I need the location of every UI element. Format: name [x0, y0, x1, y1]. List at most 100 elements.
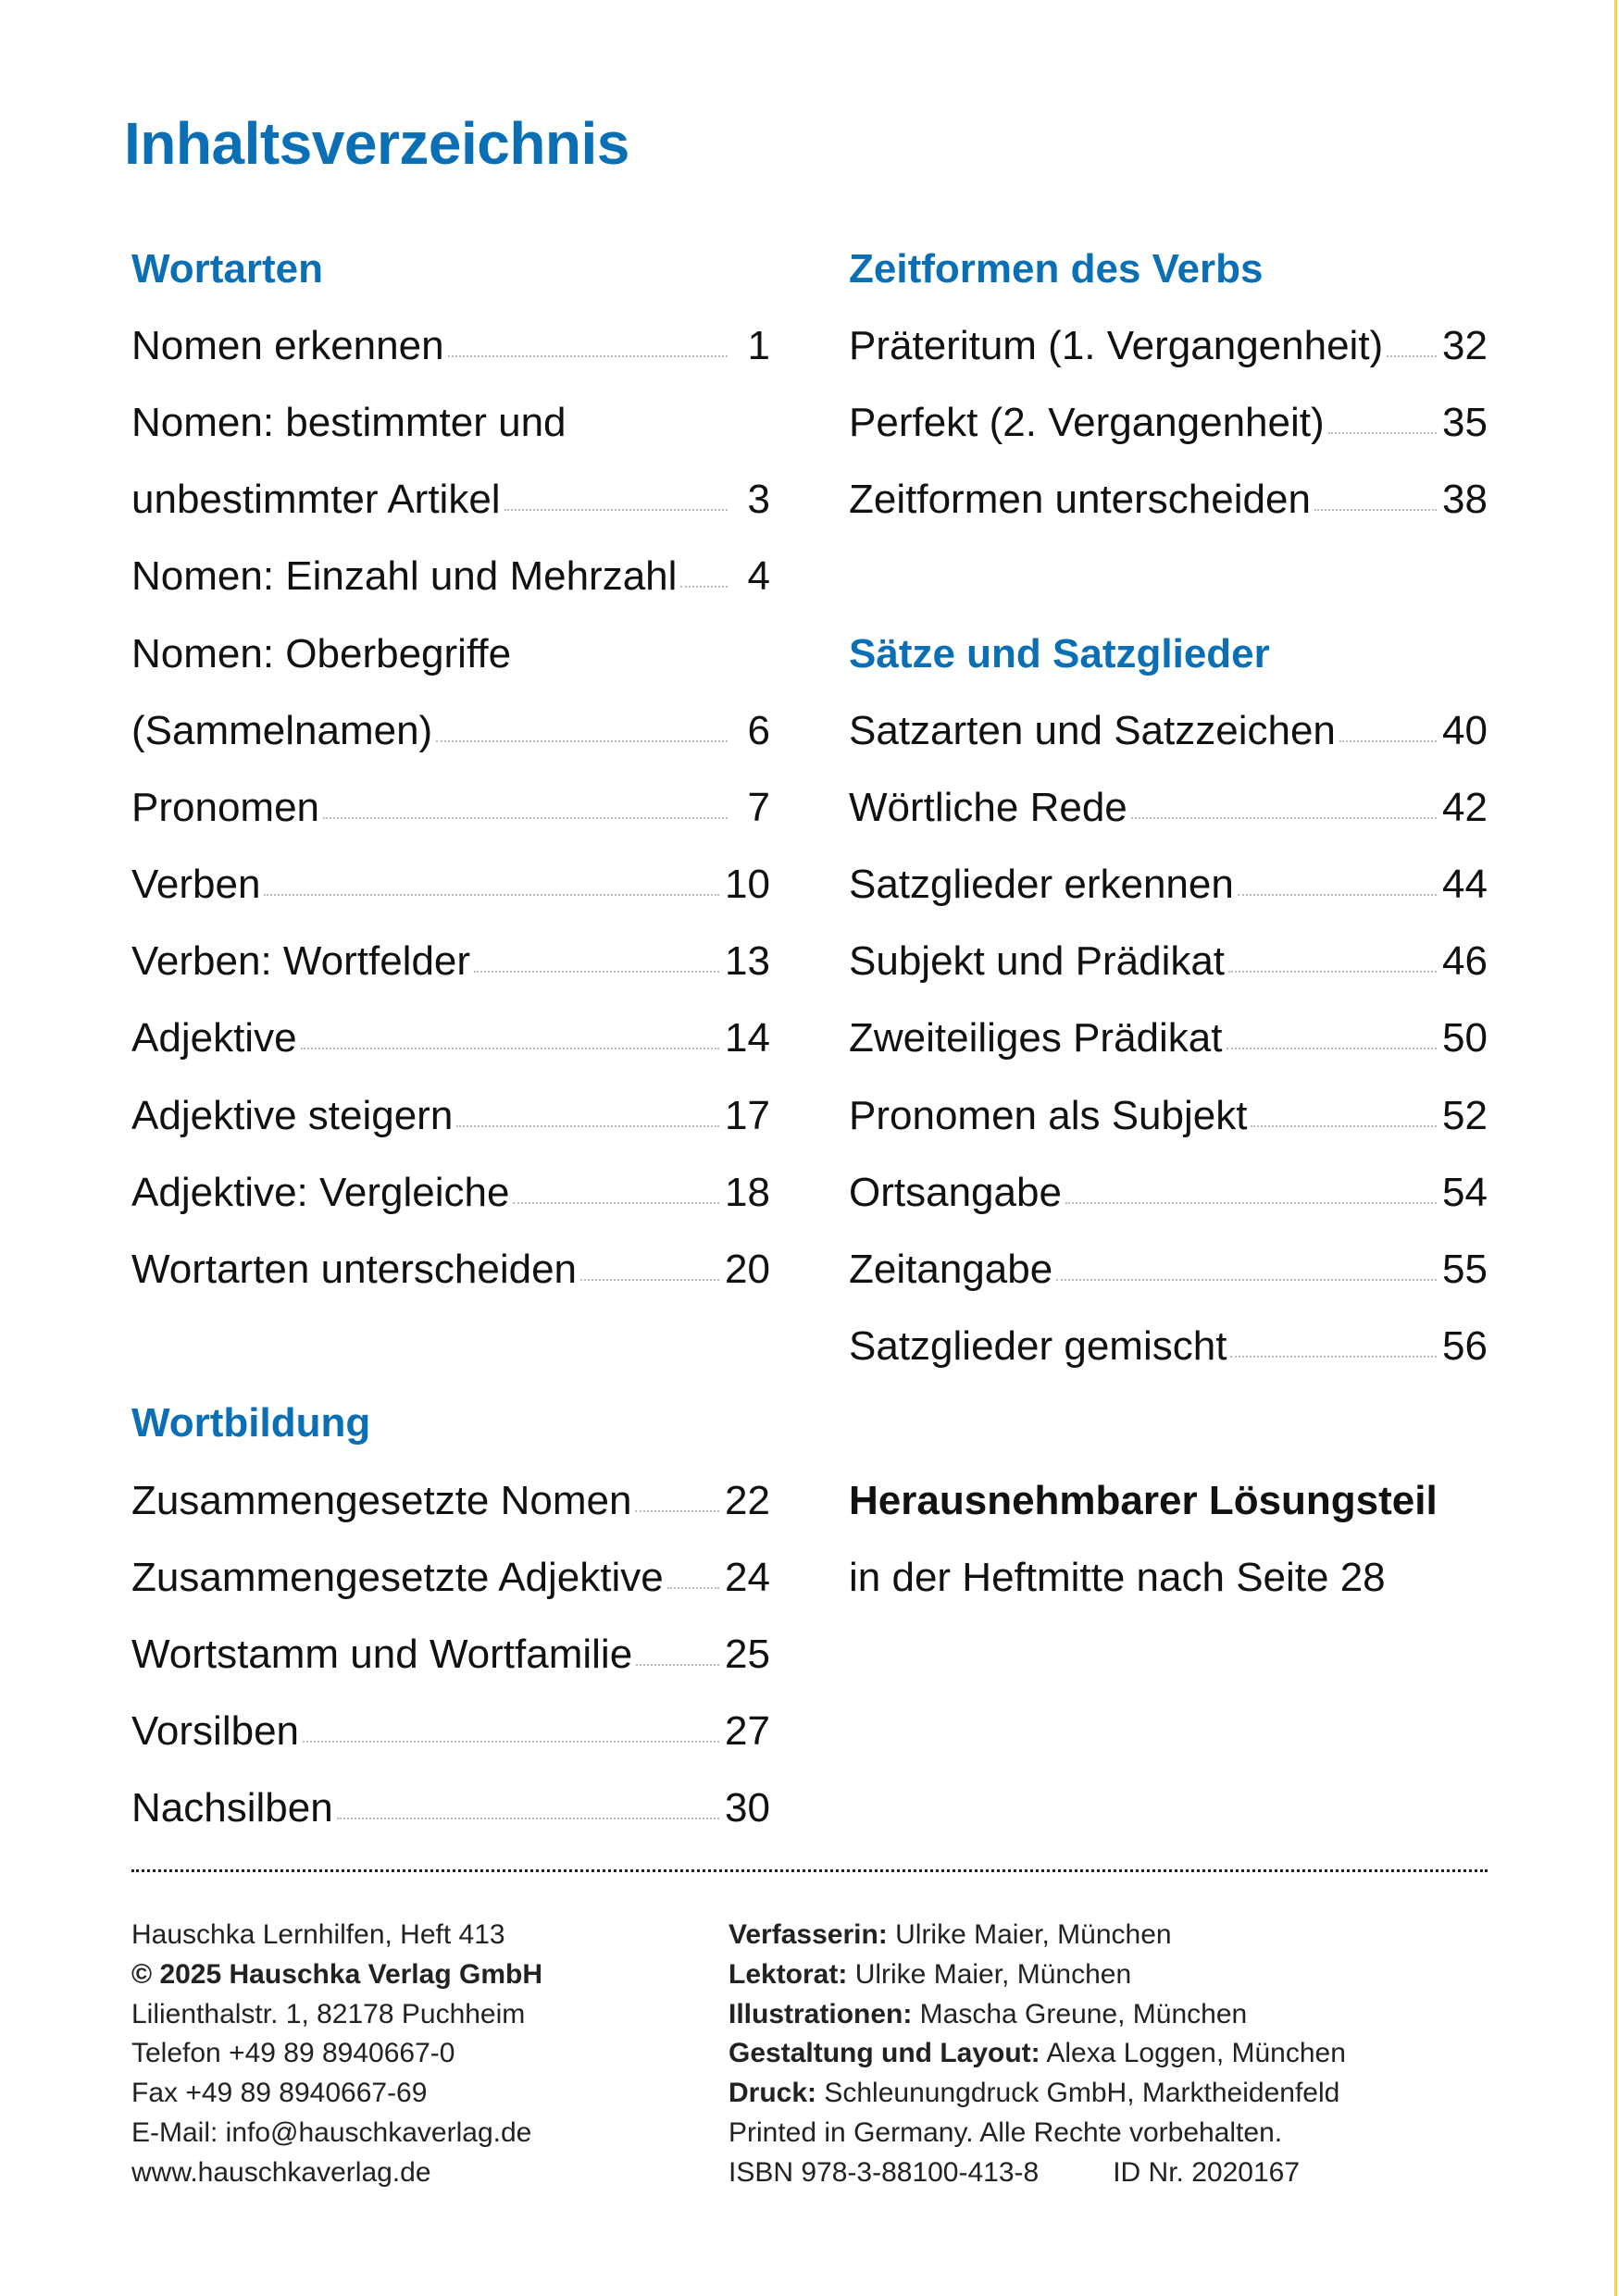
- toc-text-line: Nomen: Oberbegriffe: [131, 630, 512, 676]
- dotted-leader: [1226, 1048, 1438, 1050]
- toc-entry-page: 1: [747, 322, 770, 368]
- imprint-publisher: Hauschka Lernhilfen, Heft 413 © 2025 Haus…: [131, 1916, 542, 2193]
- toc-entry-label: Nomen erkennen: [131, 322, 444, 368]
- dotted-leader: [1339, 739, 1438, 742]
- toc-entry-page: 38: [1442, 477, 1488, 523]
- dotted-leader: [1228, 971, 1438, 974]
- toc-entry[interactable]: Perfekt (2. Vergangenheit) 35: [849, 384, 1488, 461]
- toc-entry-page: 20: [725, 1247, 770, 1293]
- toc-entry-page: 50: [1442, 1015, 1488, 1061]
- toc-entry[interactable]: Präteritum (1. Vergangenheit) 32: [849, 307, 1488, 384]
- imprint-value: Alexa Loggen, München: [1040, 2038, 1346, 2069]
- imprint-isbn-line: ISBN 978-3-88100-413-8 ID Nr. 2020167: [729, 2153, 1346, 2193]
- toc-entry-label: Wortarten unterscheiden: [131, 1247, 578, 1293]
- imprint-line: Fax +49 89 8940667-69: [131, 2074, 542, 2114]
- toc-entry[interactable]: Zusammengesetzte Nomen 22: [131, 1462, 770, 1539]
- dotted-leader: [1056, 1279, 1438, 1282]
- toc-entry[interactable]: Zweiteiliges Prädikat 50: [849, 1000, 1488, 1077]
- toc-entry-label: Zweiteiliges Prädikat: [849, 1015, 1223, 1061]
- imprint-label: Gestaltung und Layout:: [729, 2038, 1040, 2069]
- imprint-value: Printed in Germany. Alle Rechte vorbehal…: [729, 2116, 1283, 2148]
- imprint-value: Telefon +49 89 8940667-0: [131, 2038, 455, 2069]
- toc-entry-page: 22: [725, 1477, 770, 1523]
- toc-entry[interactable]: Adjektive steigern 17: [131, 1077, 770, 1154]
- imprint-label: © 2025 Hauschka Verlag GmbH: [131, 1958, 542, 1990]
- dotted-leader: [1065, 1201, 1438, 1204]
- toc-entry[interactable]: Pronomen als Subjekt 52: [849, 1077, 1488, 1154]
- toc-entry[interactable]: Satzglieder gemischt 56: [849, 1309, 1488, 1385]
- toc-entry-page: 56: [1442, 1323, 1488, 1370]
- imprint-line: Hauschka Lernhilfen, Heft 413: [131, 1916, 542, 1955]
- imprint-line: Lilienthalstr. 1, 82178 Puchheim: [131, 1995, 542, 2035]
- toc-entry[interactable]: Subjekt und Prädikat 46: [849, 924, 1488, 1000]
- toc-entry-page: 52: [1442, 1092, 1488, 1138]
- toc-entry[interactable]: Zusammengesetzte Adjektive 24: [131, 1539, 770, 1616]
- dotted-leader: [504, 509, 728, 512]
- toc-left-column: Wortarten Nomen erkennen 1 Nomen: bestimmte…: [131, 230, 770, 1847]
- toc-entry-label: Wortstamm und Wortfamilie: [131, 1631, 633, 1677]
- toc-entry[interactable]: Verben 10: [131, 847, 770, 924]
- toc-entry[interactable]: Nomen erkennen 1: [131, 307, 770, 384]
- dotted-leader: [300, 1048, 720, 1050]
- toc-entry-label: unbestimmter Artikel: [131, 477, 501, 523]
- toc-entry[interactable]: Ortsangabe 54: [849, 1154, 1488, 1231]
- toc-entry[interactable]: unbestimmter Artikel 3: [131, 462, 770, 539]
- toc-entry-label: Verben: Wortfelder: [131, 938, 471, 985]
- toc-entry-page: 24: [725, 1554, 770, 1600]
- toc-entry[interactable]: Adjektive: Vergleiche 18: [131, 1154, 770, 1231]
- imprint-value: Fax +49 89 8940667-69: [131, 2078, 428, 2109]
- imprint-value: Ulrike Maier, München: [887, 1919, 1172, 1950]
- page-edge-stripe: [1614, 0, 1617, 2296]
- imprint-line: Telefon +49 89 8940667-0: [131, 2034, 542, 2074]
- note-heading: Herausnehmbarer Lösungsteil: [849, 1477, 1438, 1523]
- section-heading: Wortbildung: [131, 1400, 371, 1446]
- toc-entry[interactable]: (Sammelnamen) 6: [131, 692, 770, 769]
- toc-entry[interactable]: Satzarten und Satzzeichen 40: [849, 692, 1488, 769]
- toc-entry[interactable]: Adjektive 14: [131, 1000, 770, 1077]
- toc-entry-page: 40: [1442, 707, 1488, 753]
- imprint-label: Illustrationen:: [729, 1998, 913, 2029]
- toc-entry-label: Perfekt (2. Vergangenheit): [849, 399, 1325, 445]
- imprint-value: Mascha Greune, München: [912, 1998, 1248, 2029]
- imprint-line: Druck: Schleunungdruck GmbH, Marktheiden…: [729, 2074, 1346, 2114]
- toc-entry[interactable]: Nachsilben 30: [131, 1770, 770, 1847]
- imprint-line: E-Mail: info@hauschkaverlag.de: [131, 2114, 542, 2153]
- dotted-leader: [680, 586, 728, 589]
- toc-entry-label: Adjektive: Vergleiche: [131, 1169, 510, 1215]
- dotted-leader: [1230, 1356, 1438, 1359]
- toc-entry[interactable]: Nomen: Einzahl und Mehrzahl 4: [131, 539, 770, 615]
- toc-entry[interactable]: Zeitangabe 55: [849, 1231, 1488, 1308]
- toc-entry-label: Wörtliche Rede: [849, 784, 1127, 830]
- toc-entry-page: 27: [725, 1708, 770, 1755]
- toc-entry-label: Zusammengesetzte Adjektive: [131, 1554, 664, 1600]
- page-title: Inhaltsverzeichnis: [124, 110, 629, 177]
- imprint-value: www.hauschkaverlag.de: [131, 2156, 431, 2188]
- toc-entry[interactable]: Pronomen 7: [131, 769, 770, 846]
- dotted-leader: [1387, 354, 1438, 357]
- dotted-leader: [666, 1586, 720, 1589]
- toc-entry-label: Satzarten und Satzzeichen: [849, 707, 1336, 753]
- blank-row: [849, 1385, 1488, 1462]
- toc-entry-page: 7: [747, 784, 770, 830]
- toc-entry-label: Nachsilben: [131, 1785, 333, 1831]
- toc-entry[interactable]: Satzglieder erkennen 44: [849, 847, 1488, 924]
- toc-text-line: Nomen: bestimmter und: [131, 399, 567, 445]
- toc-entry[interactable]: Wortarten unterscheiden 20: [131, 1231, 770, 1308]
- dotted-leader: [635, 1509, 720, 1512]
- toc-entry[interactable]: Verben: Wortfelder 13: [131, 924, 770, 1000]
- toc-entry-page: 46: [1442, 938, 1488, 985]
- dotted-leader: [636, 1663, 720, 1666]
- toc-entry[interactable]: Zeitformen unterscheiden 38: [849, 462, 1488, 539]
- dotted-leader: [264, 894, 720, 897]
- toc-entry-label: Verben: [131, 862, 261, 908]
- toc-entry-label: Pronomen: [131, 784, 320, 830]
- dotted-leader: [513, 1201, 720, 1204]
- toc-text-line: in der Heftmitte nach Seite 28: [849, 1554, 1386, 1600]
- toc-right-column: Zeitformen des Verbs Präteritum (1. Verga…: [849, 230, 1488, 1616]
- toc-entry-page: 6: [747, 707, 770, 753]
- toc-entry[interactable]: Wörtliche Rede 42: [849, 769, 1488, 846]
- toc-entry-label: Pronomen als Subjekt: [849, 1092, 1248, 1138]
- toc-entry[interactable]: Wortstamm und Wortfamilie 25: [131, 1616, 770, 1693]
- toc-entry[interactable]: Vorsilben 27: [131, 1694, 770, 1770]
- toc-entry-label: Nomen: Einzahl und Mehrzahl: [131, 553, 678, 600]
